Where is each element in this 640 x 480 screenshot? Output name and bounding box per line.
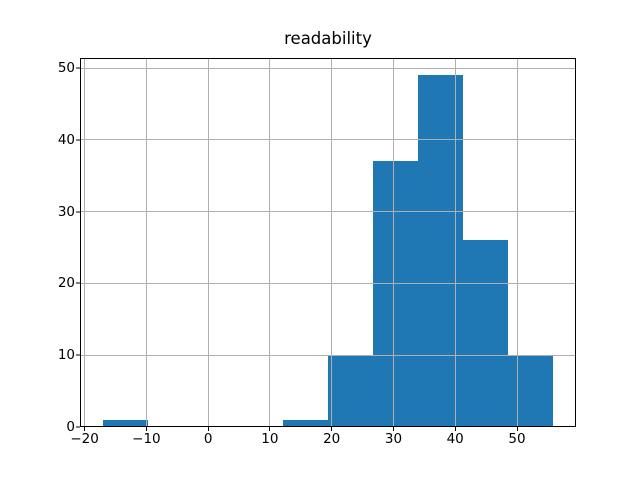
x-tick-label: 30 [384,431,403,448]
y-tick-label: 0 [66,419,75,436]
x-tick [331,427,333,432]
x-tick-label: 10 [261,431,279,448]
x-tick [207,427,209,432]
histogram-bar [102,420,148,428]
x-tick-label: −10 [132,431,161,448]
x-gridline [454,57,456,428]
x-gridline [84,57,86,428]
y-tick [76,282,80,284]
y-gridline [80,283,576,284]
chart-title: readability [284,29,372,48]
y-tick [76,426,80,428]
y-gridline [80,211,576,213]
x-tick-label: 20 [323,431,341,448]
y-tick-label: 50 [57,59,75,76]
x-tick [516,427,518,432]
y-gridline [80,354,576,356]
histogram-bar [418,75,464,428]
y-tick-label: 40 [57,131,75,148]
x-tick [84,427,86,432]
x-gridline [269,57,271,428]
x-gridline [145,57,147,428]
y-gridline [80,139,576,141]
histogram-bar [328,355,374,428]
histogram-bar [508,355,554,428]
x-tick-label: −20 [70,431,99,448]
y-tick-label: 30 [57,203,75,220]
x-gridline [331,57,333,428]
y-gridline [80,67,576,69]
x-tick-label: 0 [203,431,213,448]
y-tick [76,211,80,213]
x-tick [393,427,394,432]
y-tick-label: 20 [57,275,75,292]
y-tick [76,139,80,141]
x-gridline [393,57,394,428]
histogram-bar [463,240,509,428]
y-tick-label: 10 [57,347,75,364]
x-tick-label: 40 [446,431,464,448]
y-tick [76,67,80,69]
x-gridline [516,57,518,428]
x-tick [454,427,456,432]
histogram-bar [373,161,419,428]
histogram-bar [282,420,328,428]
y-tick [76,354,80,356]
x-gridline [207,57,209,428]
x-tick [145,427,147,432]
plot-area: −20 −10 0 10 20 30 40 50 0 10 20 30 40 50 [58,57,576,447]
x-tick-label: 50 [508,431,526,448]
x-tick [269,427,271,432]
